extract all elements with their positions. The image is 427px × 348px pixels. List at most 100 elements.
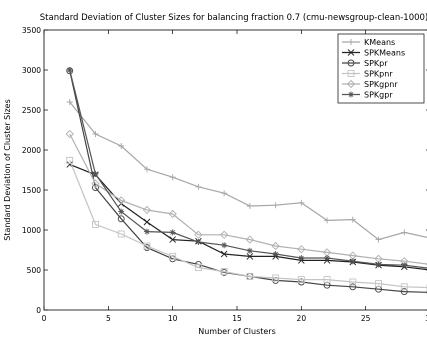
x-tick-label: 0 [42,314,47,323]
data-point-spkgpr [246,247,253,254]
data-point-kmeans [221,190,228,197]
data-point-spkgpr [298,255,305,261]
data-point-spkpnr [92,220,99,228]
legend-marker [347,59,355,67]
data-point-spkpnr [220,268,228,276]
data-point-spkpr [117,215,125,223]
legend-marker [348,39,354,45]
data-point-spkpr [400,288,408,296]
data-point-kmeans [92,131,99,137]
data-point-spkgpr [169,229,176,236]
legend-box [337,33,425,104]
data-point-spkgpr [401,262,408,269]
data-point-kmeans [66,99,73,105]
data-point-spkpnr [400,283,408,291]
data-point-spkpnr [323,276,331,284]
legend-marker [347,49,355,56]
y-tick-label: 1500 [22,186,41,195]
data-point-spkgpr [349,258,356,265]
legend-label: SPKgpr [364,91,393,100]
data-point-spkgpr [221,242,228,249]
data-point-spkpnr [297,276,305,284]
data-point-kmeans [169,174,176,181]
data-point-spkpnr [323,276,331,284]
legend-marker [346,79,356,89]
data-point-spkgpnr [91,179,100,188]
data-point-spkgpr [118,208,125,215]
data-point-spkgpnr [168,209,177,219]
data-point-spkmeans [143,218,151,226]
data-point-spkgpnr [194,230,203,239]
data-point-spkgpr [195,239,202,245]
legend-marker [347,59,355,67]
data-point-kmeans [66,99,73,105]
data-point-spkpnr [117,230,125,238]
data-point-kmeans [272,202,279,209]
data-point-spkgpr [143,228,150,235]
data-point-kmeans [324,217,331,224]
legend-marker [347,49,355,56]
data-point-kmeans [221,190,228,197]
legend-label: SPKpnr [364,70,393,79]
data-point-spkpr [117,215,125,223]
data-point-kmeans [246,203,253,209]
data-point-spkpr [349,283,357,291]
data-point-spkpr [349,283,357,291]
data-point-kmeans [401,229,408,236]
legend-marker [346,79,356,89]
data-point-spkpnr [272,274,280,282]
data-point-kmeans [195,183,202,190]
y-tick-label: 2500 [22,106,41,115]
data-point-spkpnr [66,156,74,164]
legend-item: KMeans [342,38,395,47]
legend-item: SPKgpnr [342,79,398,89]
series-layer [65,67,427,296]
data-point-spkpnr [246,272,254,280]
x-tick-label: 15 [232,314,242,323]
data-point-spkmeans [169,236,176,243]
x-tick-label: 25 [361,314,371,323]
data-point-spkpnr [143,242,151,250]
data-point-spkgpnr [142,205,152,215]
data-point-spkgpnr [219,230,229,239]
series-line-spkgpnr [69,133,427,265]
data-point-spkgpnr [219,230,229,239]
legend-item: SPKMeans [342,49,405,58]
data-point-kmeans [401,229,408,236]
data-point-kmeans [143,166,150,173]
data-point-spkgpnr [245,235,255,244]
data-point-spkmeans [246,253,254,260]
data-point-kmeans [195,183,202,190]
data-point-kmeans [375,236,382,243]
legend-marker [348,39,354,45]
legend-marker [347,70,355,77]
legend-label: SPKgpnr [364,80,398,89]
data-point-spkgpnr [271,241,280,251]
legend-label: SPKpr [364,59,388,68]
data-point-spkgpnr [245,235,255,244]
data-point-spkpnr [220,268,228,276]
legend-marker [348,91,354,98]
y-tick-label: 3000 [22,66,41,75]
data-point-spkgpr [66,67,73,73]
data-point-spkmeans [220,250,228,258]
data-point-kmeans [118,143,125,149]
data-point-spkpnr [117,230,125,238]
data-point-kmeans [246,203,253,209]
legend-item: SPKpnr [342,70,393,79]
data-point-spkgpnr [91,179,100,188]
x-tick-label: 5 [106,314,111,323]
data-point-spkgpr [349,258,356,265]
data-point-spkpnr [194,264,202,272]
data-point-spkpnr [349,278,357,286]
data-point-spkgpr [195,239,202,245]
data-point-kmeans [349,216,356,223]
data-point-spkgpnr [271,241,280,251]
data-point-spkpnr [349,278,357,286]
data-point-spkgpnr [194,230,203,239]
data-point-spkgpr [221,242,228,249]
data-point-spkgpnr [65,129,74,139]
data-point-kmeans [118,143,125,149]
data-point-spkgpr [272,251,279,257]
